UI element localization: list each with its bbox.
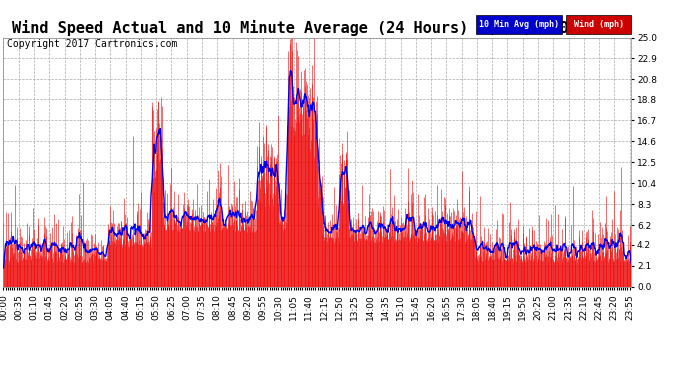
Text: 10 Min Avg (mph): 10 Min Avg (mph) — [480, 20, 559, 29]
Text: Wind (mph): Wind (mph) — [573, 20, 624, 29]
Title: Wind Speed Actual and 10 Minute Average (24 Hours)  (New)  20171215: Wind Speed Actual and 10 Minute Average … — [12, 20, 623, 36]
Text: Copyright 2017 Cartronics.com: Copyright 2017 Cartronics.com — [7, 39, 177, 49]
